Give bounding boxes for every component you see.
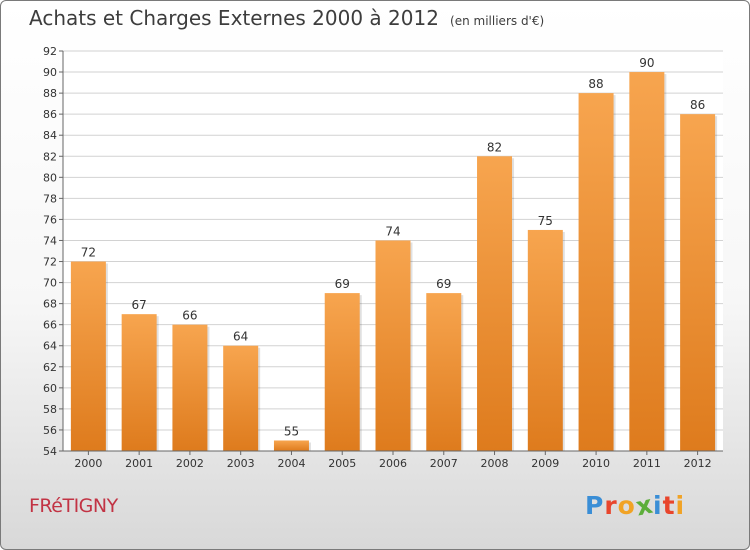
x-tick-label: 2007 (430, 457, 458, 470)
y-tick-label: 74 (43, 234, 57, 247)
bar (680, 114, 716, 451)
x-tick-label: 2010 (582, 457, 610, 470)
data-label: 66 (182, 309, 197, 323)
y-tick-label: 66 (43, 319, 57, 332)
y-tick-label: 54 (43, 445, 57, 458)
y-tick-label: 58 (43, 403, 57, 416)
y-tick-label: 60 (43, 382, 57, 395)
logo-letter: o (617, 491, 636, 520)
data-label: 55 (284, 424, 299, 438)
bar (477, 156, 513, 451)
y-tick-label: 70 (43, 277, 57, 290)
unit-label: (en milliers d'€) (450, 14, 545, 28)
x-tick-label: 2006 (379, 457, 407, 470)
data-label: 86 (690, 98, 705, 112)
bar (223, 345, 259, 451)
y-tick-label: 68 (43, 298, 57, 311)
bar (121, 314, 157, 451)
bar (527, 229, 563, 451)
y-tick-label: 76 (43, 213, 57, 226)
data-label: 69 (436, 277, 451, 291)
x-tick-label: 2012 (684, 457, 712, 470)
data-label: 69 (335, 277, 350, 291)
y-tick-label: 72 (43, 256, 57, 269)
data-label: 74 (385, 224, 400, 238)
title-text: Achats et Charges Externes 2000 à 2012 (29, 6, 439, 30)
data-label: 90 (639, 56, 654, 70)
proxiti-logo[interactable]: Proxiti (585, 490, 686, 522)
bar (324, 293, 360, 451)
bar (578, 93, 614, 452)
y-tick-label: 82 (43, 150, 57, 163)
x-tick-label: 2008 (481, 457, 509, 470)
y-tick-label: 62 (43, 361, 57, 374)
y-tick-label: 92 (43, 45, 57, 58)
y-tick-label: 78 (43, 192, 57, 205)
y-tick-label: 64 (43, 340, 57, 353)
logo-letter: r (604, 491, 618, 520)
x-tick-label: 2002 (176, 457, 204, 470)
x-tick-label: 2005 (328, 457, 356, 470)
logo-letter: t (662, 491, 676, 520)
data-label: 64 (233, 330, 248, 344)
data-label: 82 (487, 140, 502, 154)
data-label: 67 (132, 298, 147, 312)
x-tick-label: 2003 (227, 457, 255, 470)
x-tick-label: 2001 (125, 457, 153, 470)
y-tick-label: 86 (43, 108, 57, 121)
y-tick-label: 90 (43, 66, 57, 79)
bar (273, 440, 309, 451)
data-label: 75 (538, 214, 553, 228)
commune-name: FRéTIGNY (29, 495, 118, 517)
bar (70, 261, 106, 451)
chart-title: Achats et Charges Externes 2000 à 2012 (… (29, 6, 544, 30)
bar (426, 293, 462, 451)
x-tick-label: 2011 (633, 457, 661, 470)
y-tick-label: 56 (43, 424, 57, 437)
logo-letter: P (585, 491, 605, 520)
y-tick-label: 84 (43, 129, 57, 142)
bar (375, 240, 411, 451)
x-tick-label: 2000 (74, 457, 102, 470)
x-tick-label: 2009 (531, 457, 559, 470)
logo-letter: i (675, 491, 686, 520)
bar (629, 72, 665, 451)
x-tick-label: 2004 (277, 457, 305, 470)
data-label: 88 (588, 77, 603, 91)
logo-letter: i (653, 491, 663, 520)
y-tick-label: 80 (43, 171, 57, 184)
data-label: 72 (81, 246, 96, 260)
y-tick-label: 88 (43, 87, 57, 100)
bar (172, 324, 208, 451)
